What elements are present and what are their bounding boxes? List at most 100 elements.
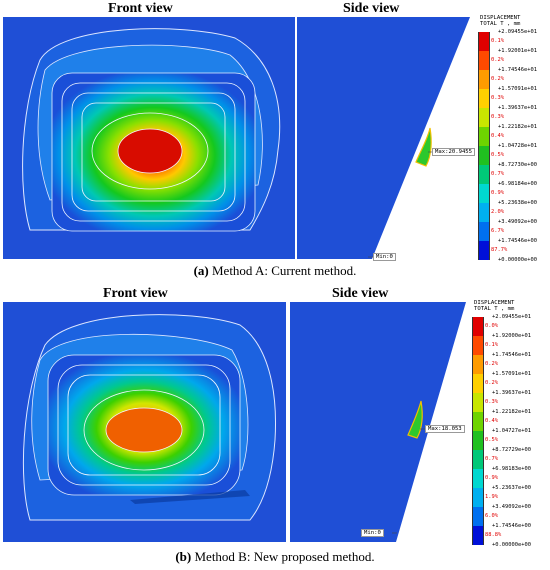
figure_b-legend-swatch <box>472 469 484 488</box>
figure_a-legend-value: +2.09455e+01 <box>498 29 537 35</box>
a-legend: DISPLACEMENT TOTAL T , mm 0.1% 0.2% 0.2% 0.3%… <box>474 15 550 263</box>
b-caption: (b) Method B: New proposed method. <box>0 549 550 565</box>
b-front-contour-ring-3 <box>83 389 205 471</box>
figure_b-legend-percent: 0.1% <box>485 342 498 348</box>
figure_a-legend-swatch <box>478 108 490 127</box>
figure_b-legend-percent: 0.2% <box>485 380 498 386</box>
figure_a-legend-value: +1.74546e+01 <box>498 67 537 73</box>
figure_b-legend-value: +8.72729e+00 <box>492 447 531 453</box>
figure_b-legend-value: +1.74546e+01 <box>492 352 531 358</box>
figure_a-legend-value: +0.00000e+00 <box>498 257 537 263</box>
figure_b-legend-percent: 0.3% <box>485 399 498 405</box>
figure_b-legend-percent: 0.7% <box>485 456 498 462</box>
figure_b-legend-percent: 6.0% <box>485 513 498 519</box>
b-legend: DISPLACEMENT TOTAL T , mm 0.0% 0.1% 0.2% 0.2%… <box>468 300 550 548</box>
figure_a-legend-value: +1.92001e+01 <box>498 48 537 54</box>
figure_b-legend-swatch <box>472 412 484 431</box>
figure_a-legend-percent: 0.3% <box>491 114 504 120</box>
figure_b-legend-percent: 0.2% <box>485 361 498 367</box>
b-caption-text: Method B: New proposed method. <box>191 549 375 564</box>
b-front-view-title: Front view <box>103 286 168 301</box>
a-front-contour-ring-4 <box>91 112 209 190</box>
figure_a-legend-value: +6.98184e+00 <box>498 181 537 187</box>
figure_a-legend-percent: 0.3% <box>491 95 504 101</box>
a-side-bulge <box>415 127 432 167</box>
figure_b-legend-swatch <box>472 526 484 545</box>
figure_b-legend-percent: 1.9% <box>485 494 498 500</box>
figure_b-legend-swatch <box>472 336 484 355</box>
figure_b-legend-swatch <box>472 355 484 374</box>
figure_b-legend-percent: 0.0% <box>485 323 498 329</box>
b-side-view-title: Side view <box>332 286 389 301</box>
figure_a-legend-unit: TOTAL T , mm <box>480 21 521 27</box>
figure_a-legend-value: +3.49092e+00 <box>498 219 537 225</box>
figure_b-legend-value: +5.23637e+00 <box>492 485 531 491</box>
b-min-label: Min:0 <box>361 529 384 537</box>
figure_b-legend-swatch <box>472 507 484 526</box>
figure_a-legend-value: +8.72730e+00 <box>498 162 537 168</box>
figure_b-legend-percent: 0.5% <box>485 437 498 443</box>
figure_a-legend-value: +1.74546e+00 <box>498 238 537 244</box>
b-max-label: Max:18.053 <box>425 425 465 433</box>
figure_a-legend-percent: 0.2% <box>491 57 504 63</box>
figure_b-legend-header: DISPLACEMENT <box>474 300 515 306</box>
b-side-body <box>290 302 466 542</box>
figure_a-legend-swatch <box>478 203 490 222</box>
figure_b-legend-percent: 0.4% <box>485 418 498 424</box>
figure_a-legend-percent: 6.7% <box>491 228 504 234</box>
figure_a-legend-swatch <box>478 89 490 108</box>
figure_b-legend-unit: TOTAL T , mm <box>474 306 515 312</box>
a-side-view-title: Side view <box>343 1 400 16</box>
a-caption: (a) Method A: Current method. <box>0 263 550 279</box>
a-caption-label: (a) <box>193 263 209 278</box>
figure_a-legend-swatch <box>478 51 490 70</box>
figure_b-legend-value: +1.04727e+01 <box>492 428 531 434</box>
b-side-bulge <box>407 400 423 439</box>
figure_b-legend-swatch <box>472 488 484 507</box>
figure_a-legend-percent: 0.9% <box>491 190 504 196</box>
figure_b-legend-value: +1.39637e+01 <box>492 390 531 396</box>
figure_a-legend-header: DISPLACEMENT <box>480 15 521 21</box>
b-front-shear-edge <box>130 490 250 504</box>
figure_b-legend-swatch <box>472 317 484 336</box>
a-max-label: Max:20.9455 <box>432 148 476 156</box>
a-min-label: Min:0 <box>373 253 396 261</box>
a-front-contour-ring-2 <box>71 92 236 212</box>
a-front-max-core <box>117 128 183 174</box>
figure_b-legend-swatch <box>472 393 484 412</box>
figure_a-legend-value: +1.22182e+01 <box>498 124 537 130</box>
figure_a-legend-swatch <box>478 184 490 203</box>
figure_a-legend-value: +1.04728e+01 <box>498 143 537 149</box>
figure_b-legend-value: +2.09455e+01 <box>492 314 531 320</box>
figure_b-legend-value: +1.74546e+00 <box>492 523 531 529</box>
figure_a-legend-swatch <box>478 127 490 146</box>
figure_a-legend-swatch <box>478 146 490 165</box>
figure_a-legend-value: +1.39637e+01 <box>498 105 537 111</box>
figure_b-legend-percent: 88.8% <box>485 532 502 538</box>
figure_a-legend-percent: 0.5% <box>491 152 504 158</box>
b-front-contour-ring-2 <box>67 374 221 476</box>
figure_a-legend-percent: 2.0% <box>491 209 504 215</box>
figure_b-legend-swatch <box>472 450 484 469</box>
a-front-contour-ring-3 <box>81 102 226 202</box>
figure_a-legend-swatch <box>478 70 490 89</box>
figure_b-legend-percent: 0.9% <box>485 475 498 481</box>
figure_a-legend-swatch <box>478 32 490 51</box>
a-front-view-title: Front view <box>108 1 173 16</box>
figure_b-legend-value: +1.92000e+01 <box>492 333 531 339</box>
b-front-max-core <box>105 407 183 453</box>
a-caption-text: Method A: Current method. <box>208 263 357 278</box>
figure_a-legend-swatch <box>478 241 490 260</box>
figure_a-legend-percent: 0.7% <box>491 171 504 177</box>
figure_b-legend-swatch <box>472 431 484 450</box>
figure_a-legend-swatch <box>478 165 490 184</box>
a-front-contour-ring-1 <box>61 82 246 222</box>
b-front-contour-ring-1 <box>57 364 231 486</box>
figure_a-legend-percent: 0.2% <box>491 76 504 82</box>
figure_a-legend-value: +1.57091e+01 <box>498 86 537 92</box>
figure_b-legend-value: +1.22182e+01 <box>492 409 531 415</box>
figure_b-legend-value: +6.98183e+00 <box>492 466 531 472</box>
b-caption-label: (b) <box>175 549 192 564</box>
figure_a-legend-swatch <box>478 222 490 241</box>
